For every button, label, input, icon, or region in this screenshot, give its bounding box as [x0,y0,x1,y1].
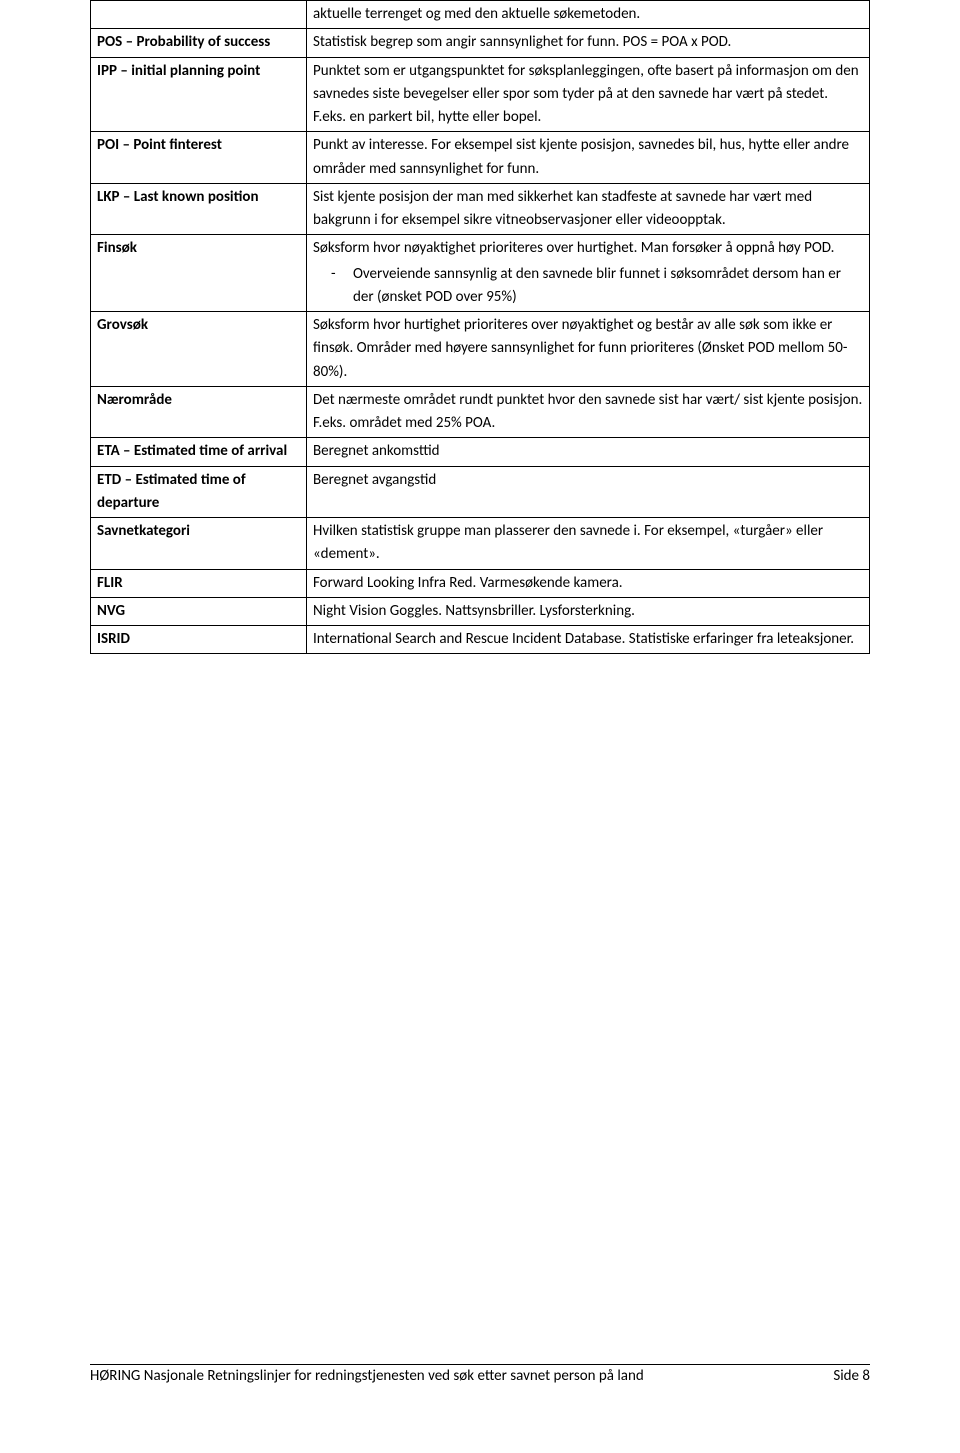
definition-text: Statistisk begrep som angir sannsynlighe… [313,31,863,54]
definition-cell: Statistisk begrep som angir sannsynlighe… [307,29,870,57]
definition-cell: Punkt av interesse. For eksempel sist kj… [307,132,870,184]
definition-cell: Hvilken statistisk gruppe man plasserer … [307,518,870,570]
definitions-table: aktuelle terrenget og med den aktuelle s… [90,0,870,654]
definition-text: Night Vision Goggles. Nattsynsbriller. L… [313,600,863,623]
term-cell: POS – Probability of success [91,29,307,57]
definition-text: Søksform hvor hurtighet prioriteres over… [313,314,863,384]
definition-cell: Punktet som er utgangspunktet for søkspl… [307,57,870,132]
term-cell: Savnetkategori [91,518,307,570]
term-cell: ETD – Estimated time of departure [91,466,307,518]
table-row: POS – Probability of success Statistisk b… [91,29,870,57]
definition-text: Søksform hvor nøyaktighet prioriteres ov… [313,237,863,260]
definition-cell: Forward Looking Infra Red. Varmesøkende … [307,569,870,597]
term-cell: FLIR [91,569,307,597]
definition-text: Det nærmeste området rundt punktet hvor … [313,389,863,436]
table-row: LKP – Last known positionSist kjente pos… [91,183,870,235]
term-cell: IPP – initial planning point [91,57,307,132]
definition-text: Punkt av interesse. For eksempel sist kj… [313,134,863,181]
term-cell: ISRID [91,626,307,654]
definition-cell: Søksform hvor nøyaktighet prioriteres ov… [307,235,870,312]
term-cell: Finsøk [91,235,307,312]
table-row: ETA – Estimated time of arrival Beregnet … [91,438,870,466]
table-row: ETD – Estimated time of departure Beregne… [91,466,870,518]
table-row: POI – Point finterestPunkt av interesse.… [91,132,870,184]
definition-text: aktuelle terrenget og med den aktuelle s… [313,3,863,26]
table-row: ISRID International Search and Rescue Inc… [91,626,870,654]
term-cell: NVG [91,597,307,625]
definition-cell: Night Vision Goggles. Nattsynsbriller. L… [307,597,870,625]
table-row: Finsøk Søksform hvor nøyaktighet priorite… [91,235,870,312]
definition-text: Sist kjente posisjon der man med sikkerh… [313,186,863,233]
table-row: SavnetkategoriHvilken statistisk gruppe … [91,518,870,570]
definitions-tbody: aktuelle terrenget og med den aktuelle s… [91,1,870,654]
definition-cell: Sist kjente posisjon der man med sikkerh… [307,183,870,235]
definition-text: Forward Looking Infra Red. Varmesøkende … [313,572,863,595]
term-cell: LKP – Last known position [91,183,307,235]
table-row: GrovsøkSøksform hvor hurtighet prioriter… [91,312,870,387]
table-row: IPP – initial planning pointPunktet som … [91,57,870,132]
page-footer: HØRING Nasjonale Retningslinjer for redn… [90,1364,870,1385]
definition-cell: Det nærmeste området rundt punktet hvor … [307,386,870,438]
definition-text: Punktet som er utgangspunktet for søkspl… [313,60,863,130]
definition-text: Beregnet avgangstid [313,469,863,492]
definition-cell: Beregnet avgangstid [307,466,870,518]
table-row: aktuelle terrenget og med den aktuelle s… [91,1,870,29]
term-cell: Grovsøk [91,312,307,387]
table-row: NærområdeDet nærmeste området rundt punk… [91,386,870,438]
definition-text: International Search and Rescue Incident… [313,628,863,651]
term-cell: ETA – Estimated time of arrival [91,438,307,466]
page-content: aktuelle terrenget og med den aktuelle s… [0,0,960,654]
footer-right: Side 8 [833,1367,870,1385]
bullet-item: Overveiende sannsynlig at den savnede bl… [353,263,863,310]
bullet-list: Overveiende sannsynlig at den savnede bl… [313,263,863,310]
definition-text: Hvilken statistisk gruppe man plasserer … [313,520,863,567]
definition-text: Beregnet ankomsttid [313,440,863,463]
footer-left: HØRING Nasjonale Retningslinjer for redn… [90,1367,644,1385]
definition-cell: Søksform hvor hurtighet prioriteres over… [307,312,870,387]
definition-cell: Beregnet ankomsttid [307,438,870,466]
term-cell: POI – Point finterest [91,132,307,184]
definition-cell: International Search and Rescue Incident… [307,626,870,654]
table-row: NVG Night Vision Goggles. Nattsynsbriller… [91,597,870,625]
term-cell [91,1,307,29]
table-row: FLIR Forward Looking Infra Red. Varmesøke… [91,569,870,597]
definition-cell: aktuelle terrenget og med den aktuelle s… [307,1,870,29]
term-cell: Nærområde [91,386,307,438]
